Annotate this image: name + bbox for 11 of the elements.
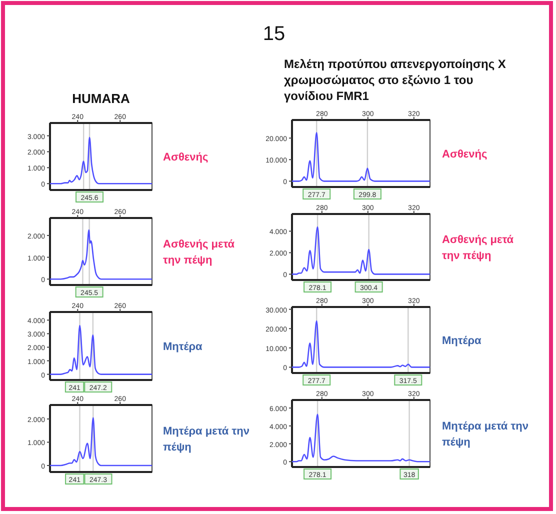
text: Ασθενής (163, 152, 208, 164)
text: 15 (262, 23, 286, 45)
text: Ασθενής (442, 148, 488, 160)
text: Μητέρα μετά την πέψη (163, 426, 250, 454)
text: Ασθενής μετά την πέψη (163, 238, 235, 266)
text: Μητέρα (442, 335, 482, 347)
text: Μητέρα (163, 341, 203, 353)
text: Μητέρα μετά την πέψη (442, 420, 528, 448)
chart-title: HUMARA (72, 91, 130, 106)
text: Ασθενής μετά την πέψη (442, 234, 514, 262)
chart-title: Μελέτη προτύπου απενεργοποίησης Χ χρωμοσώματος στο εξώνιο 1 του γονίδιου FMR1 (284, 57, 506, 103)
